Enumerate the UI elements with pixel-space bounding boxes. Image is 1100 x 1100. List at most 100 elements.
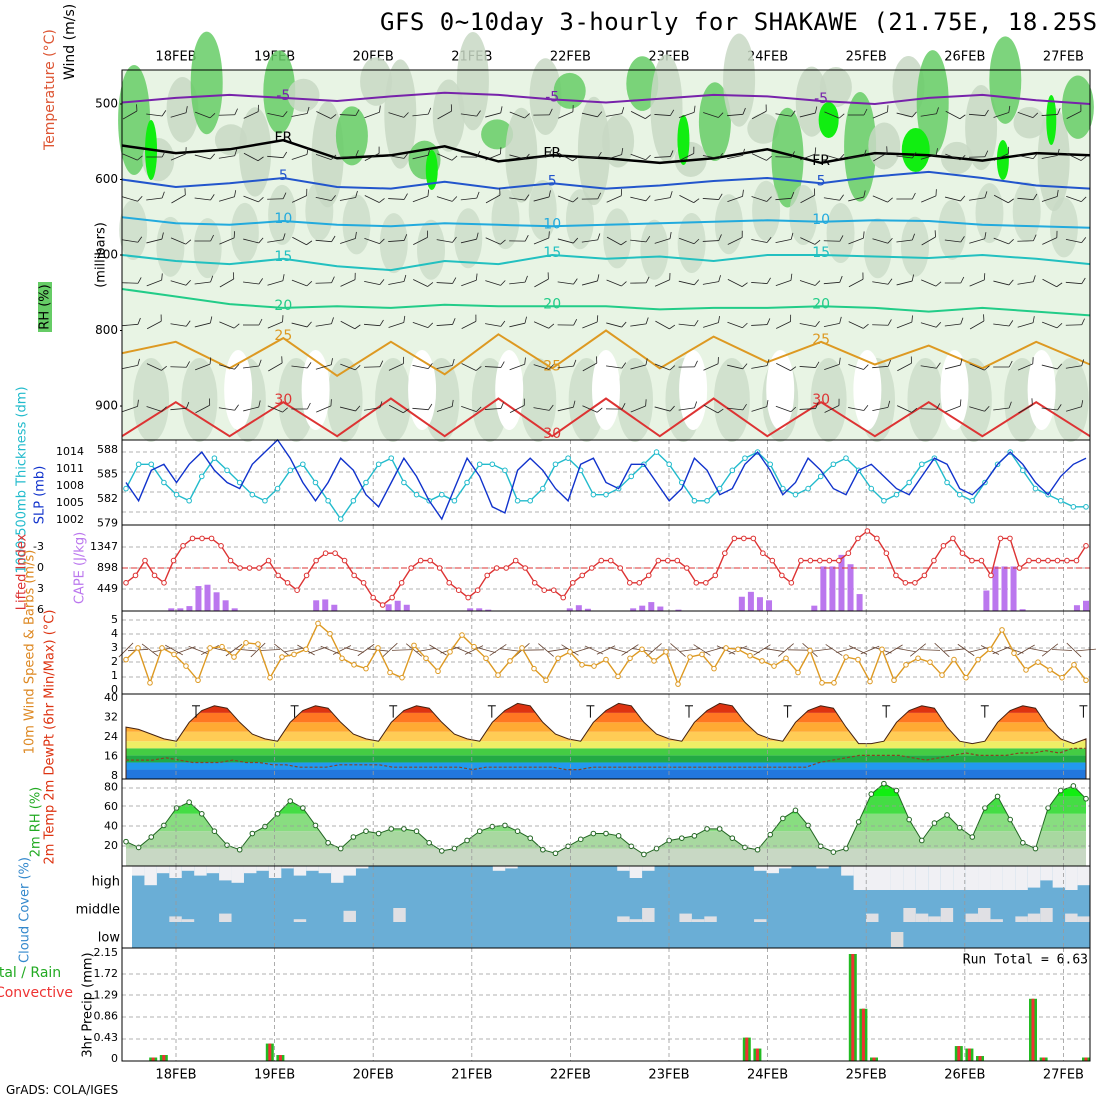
wind-barb [945,153,966,161]
wind-barb [388,112,409,118]
rh-point [527,835,534,841]
cloud-middle-cell [866,913,879,922]
wind-barb-flag [935,148,938,155]
wind-barb-flag [137,317,141,325]
cloud-high-cell [1040,866,1053,881]
wind-speed-series-point [255,641,261,647]
cloud-high-cell [965,866,979,890]
dry-gap [301,350,330,430]
wind-barb-shaft [194,363,211,371]
wind-barb-shaft [606,113,622,117]
wind-barb-shaft [267,239,284,243]
wind-barb [969,405,990,412]
slp-tick-label: 1011 [56,462,84,475]
thickness-series-point [590,491,597,498]
pressure-tick-label: 700 [95,248,118,262]
wind-barb [170,361,190,368]
wind-barb [413,230,428,245]
wind-barb [243,104,259,119]
wind-barb-flag [1080,156,1087,161]
wind-barb-shaft [606,322,622,328]
wind-barb-flag [137,358,140,366]
wind-speed-series-point [831,680,837,686]
contour-label: 5 [279,168,288,184]
wind-barb [751,318,771,326]
cross-section-frame [121,69,1091,441]
wind-barb [848,272,864,288]
wind-barb-shaft [702,198,719,200]
wind-barb-flag [137,155,143,161]
rh-point [502,822,508,829]
wind-barb [1066,196,1087,202]
wind-barb-shaft [945,405,961,413]
cloud-high-cell [293,866,307,876]
wind-barb-shaft [243,406,259,412]
wind-barb [509,275,528,285]
cape-tick-label: 449 [97,582,118,595]
wind-barb-flag [500,280,506,286]
wind-barb [606,321,627,328]
rh-shade-upper [166,77,199,143]
wind-barb-flag [742,107,746,115]
wind-speed-series-point [867,678,873,685]
wind-barb [727,148,745,160]
wind10-barb [500,648,520,652]
wind-barb [558,152,579,162]
wind-barb-flag [983,273,986,280]
thickness-series-point [792,491,799,498]
wind-barb [195,398,211,414]
rh-shade-upper [819,67,852,108]
wind-barb-shaft [339,156,356,158]
wind-barb [630,317,649,327]
wind-barb [485,280,506,286]
thickness-series-point [438,491,445,498]
wind-barb-flag [1008,360,1013,368]
wind10-barb [1076,648,1096,652]
lifted-index-series-point [313,557,319,564]
wind-barb-shaft [291,322,308,328]
lifted-index-series-point [798,557,804,564]
wind-barb [823,153,845,160]
cape-bar [385,604,392,611]
slp-tick-label: 1002 [56,513,84,526]
rh-tick-label: 80 [104,781,118,794]
lifted-index-series-point [931,557,937,564]
lifted-index-series-point [779,572,785,579]
lifted-index-series-point [741,535,747,542]
cape-bar [983,590,990,611]
wind-barb-shaft [533,364,550,370]
wind-barb [896,405,918,413]
wind-speed-series-point [975,656,981,663]
wind-barb-shaft [243,111,259,119]
wind-barb-flag [912,152,917,159]
wind-barb-shaft [872,324,889,326]
wind-barb-shaft [823,154,840,160]
cape-bar [313,600,320,611]
wind-barb-shaft [436,239,453,243]
rh-shade-upper [1013,106,1046,139]
wind-barb-flag [184,188,186,196]
wind-barb-shaft [122,153,138,161]
wind-barb-flag [693,198,700,203]
lifted-index-series-point [997,535,1004,542]
wind10-barb [382,642,398,658]
rh-point [363,828,369,835]
wind10-barb [944,648,964,652]
wind-barb-flag [863,149,867,157]
wind-barb-flag [984,109,989,116]
wind-barb-shaft [654,279,670,287]
wind-barb-shaft [1017,240,1034,242]
wind-barb-flag [597,192,602,200]
wind-barb [582,315,599,329]
wind-speed-series-point [771,663,777,669]
wind-barb [460,191,480,201]
lifted-index-series-point [626,580,633,586]
t2m-axis-label: 2m Temp 2m DewPt (6hr Min/Max) (°C) [43,610,58,865]
cloud-high-cell [194,866,207,876]
rh-shade-upper [287,78,320,112]
wind-barb-shaft [364,195,380,203]
wind-barb-flag [258,400,261,408]
wind10-barb [704,646,724,654]
wind-barb-shaft [436,324,453,326]
rh-point [325,840,331,846]
